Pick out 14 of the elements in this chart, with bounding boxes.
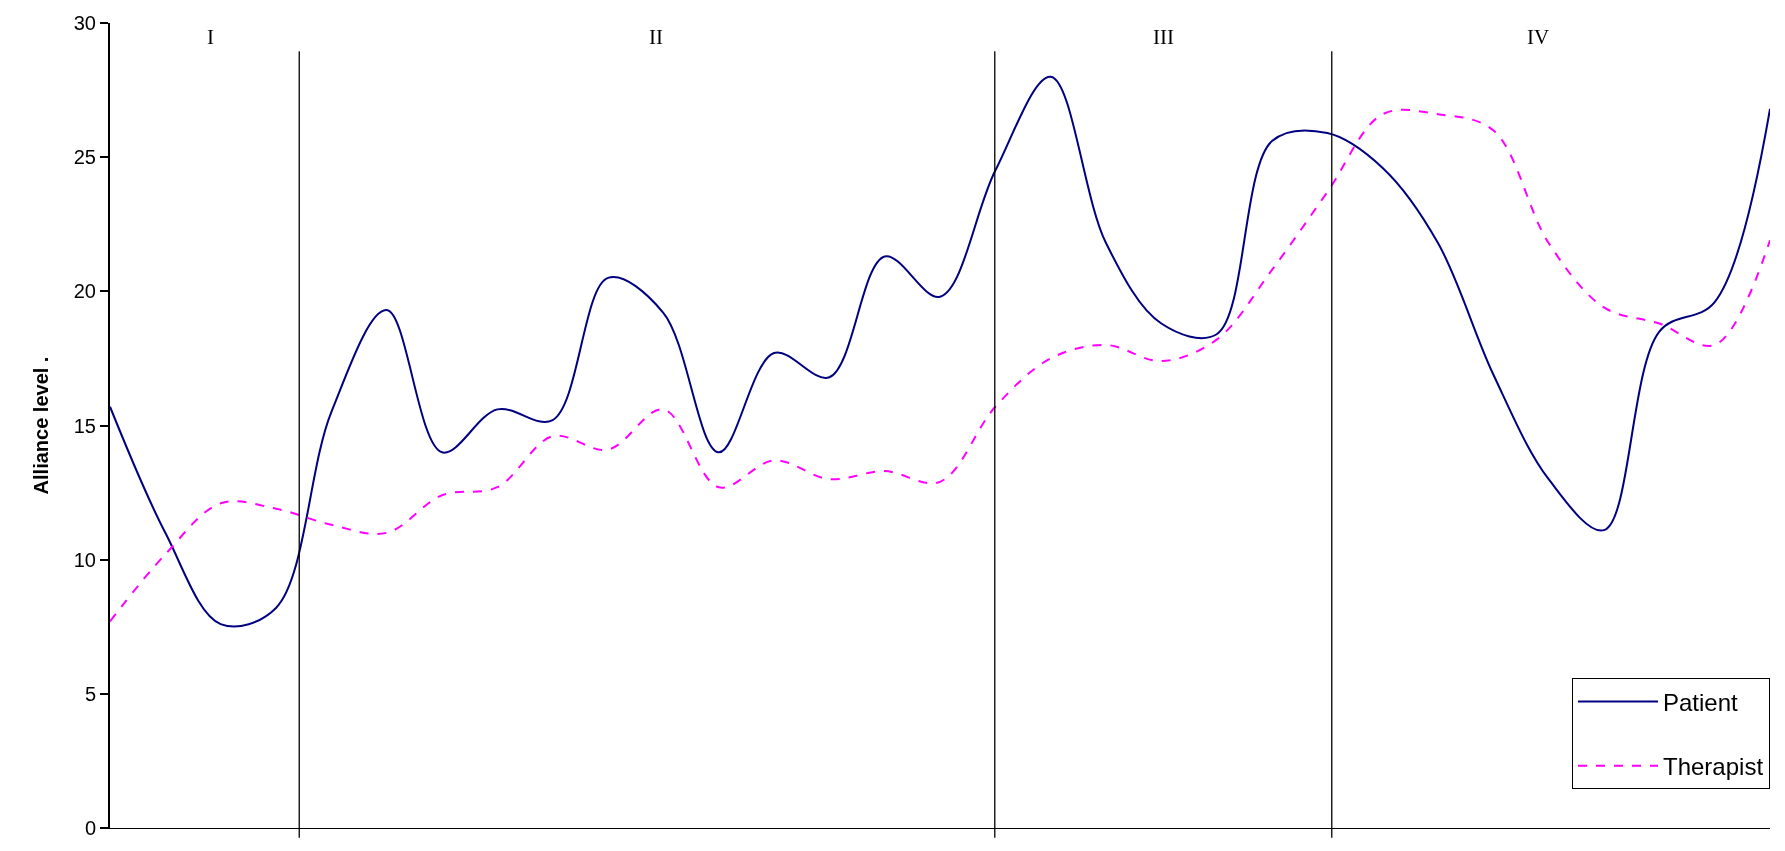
- y-tick-label: 15: [73, 414, 96, 437]
- y-tick-label: 0: [84, 817, 96, 839]
- y-tick-label: 30: [73, 12, 96, 34]
- annotation: I: [207, 25, 214, 49]
- y-tick-label: 25: [73, 146, 96, 169]
- y-tick-label: 5: [84, 682, 96, 705]
- y-tick-label: 20: [73, 280, 96, 303]
- annotation: IV: [1527, 25, 1550, 49]
- y-tick-label: 10: [73, 548, 96, 571]
- legend-label: Therapist: [1663, 753, 1764, 781]
- y-axis-title: Alliance level .: [29, 356, 52, 495]
- legend-label: Patient: [1663, 688, 1739, 716]
- annotation: II: [649, 25, 663, 49]
- annotation: III: [1153, 25, 1174, 49]
